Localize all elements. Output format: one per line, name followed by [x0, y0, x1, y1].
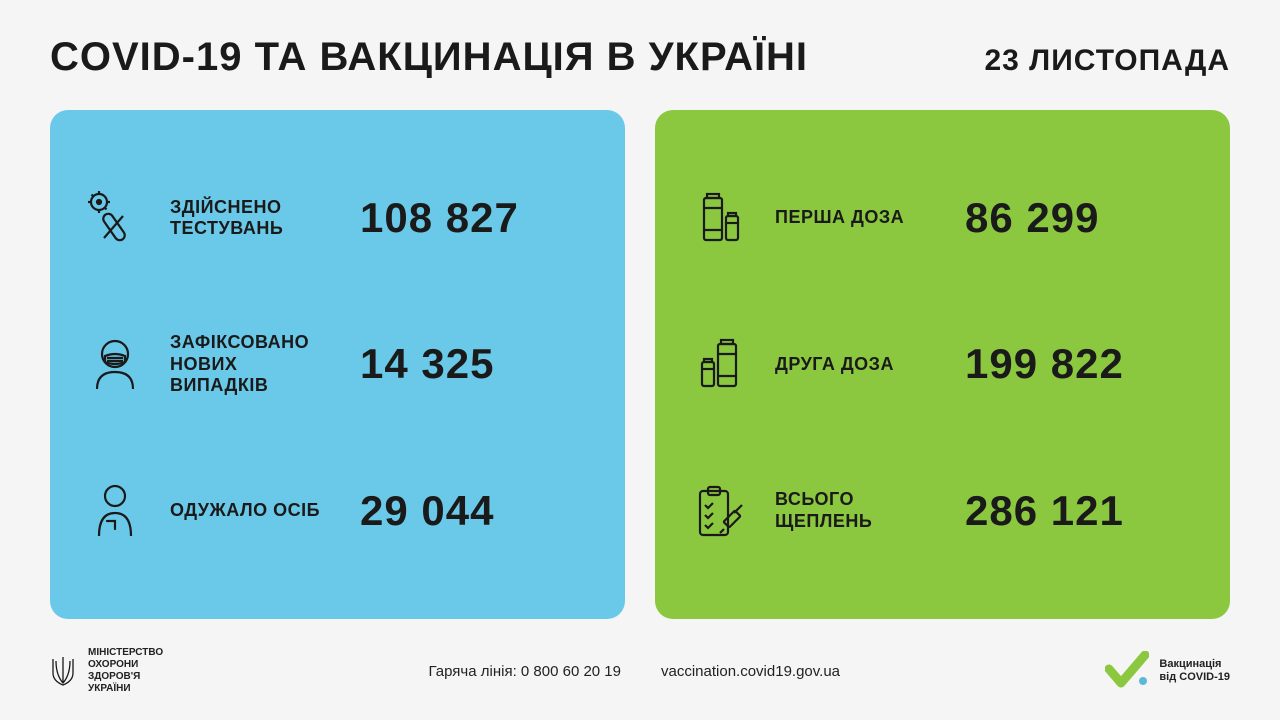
footer: МІНІСТЕРСТВО ОХОРОНИ ЗДОРОВ'Я УКРАЇНИ Га… [50, 647, 1230, 695]
stat-label: ДРУГА ДОЗА [775, 354, 945, 376]
page-title: COVID-19 ТА ВАКЦИНАЦІЯ В УКРАЇНІ [50, 35, 808, 80]
vaccination-logo-text: Вакцинація від COVID-19 [1159, 658, 1230, 684]
vaccination-logo: Вакцинація від COVID-19 [1105, 651, 1230, 691]
stat-row: ПЕРША ДОЗА 86 299 [685, 183, 1200, 253]
stat-value: 29 044 [360, 487, 595, 535]
clipboard-syringe-icon [685, 476, 755, 546]
checkmark-logo-icon [1105, 651, 1149, 691]
stat-value: 286 121 [965, 487, 1200, 535]
footer-center: Гаряча лінія: 0 800 60 20 19 vaccination… [429, 663, 841, 680]
vaccination-panel: ПЕРША ДОЗА 86 299 ДРУГА ДОЗА 199 822 [655, 110, 1230, 619]
hotline: Гаряча лінія: 0 800 60 20 19 [429, 663, 622, 680]
recovered-person-icon [80, 476, 150, 546]
stat-row: ВСЬОГО ЩЕПЛЕНЬ 286 121 [685, 476, 1200, 546]
covid-panel: ЗДІЙСНЕНО ТЕСТУВАНЬ 108 827 ЗАФІКСОВАНО … [50, 110, 625, 619]
stat-label: ВСЬОГО ЩЕПЛЕНЬ [775, 489, 945, 532]
stat-value: 86 299 [965, 194, 1200, 242]
website: vaccination.covid19.gov.ua [661, 663, 840, 680]
trident-icon [50, 655, 76, 687]
date: 23 ЛИСТОПАДА [984, 44, 1230, 78]
ministry-block: МІНІСТЕРСТВО ОХОРОНИ ЗДОРОВ'Я УКРАЇНИ [50, 647, 163, 695]
panels-container: ЗДІЙСНЕНО ТЕСТУВАНЬ 108 827 ЗАФІКСОВАНО … [50, 110, 1230, 619]
ministry-text: МІНІСТЕРСТВО ОХОРОНИ ЗДОРОВ'Я УКРАЇНИ [88, 647, 163, 695]
stat-row: ОДУЖАЛО ОСІБ 29 044 [80, 476, 595, 546]
test-tube-icon [80, 183, 150, 253]
stat-label: ЗАФІКСОВАНО НОВИХ ВИПАДКІВ [170, 332, 340, 397]
stat-value: 14 325 [360, 340, 595, 388]
mask-person-icon [80, 329, 150, 399]
stat-value: 108 827 [360, 194, 595, 242]
stat-label: ПЕРША ДОЗА [775, 207, 945, 229]
stat-row: ЗАФІКСОВАНО НОВИХ ВИПАДКІВ 14 325 [80, 329, 595, 399]
stat-value: 199 822 [965, 340, 1200, 388]
vials-icon [685, 329, 755, 399]
stat-label: ЗДІЙСНЕНО ТЕСТУВАНЬ [170, 197, 340, 240]
stat-row: ДРУГА ДОЗА 199 822 [685, 329, 1200, 399]
stat-label: ОДУЖАЛО ОСІБ [170, 500, 340, 522]
header: COVID-19 ТА ВАКЦИНАЦІЯ В УКРАЇНІ 23 ЛИСТ… [50, 35, 1230, 80]
vials-icon [685, 183, 755, 253]
stat-row: ЗДІЙСНЕНО ТЕСТУВАНЬ 108 827 [80, 183, 595, 253]
